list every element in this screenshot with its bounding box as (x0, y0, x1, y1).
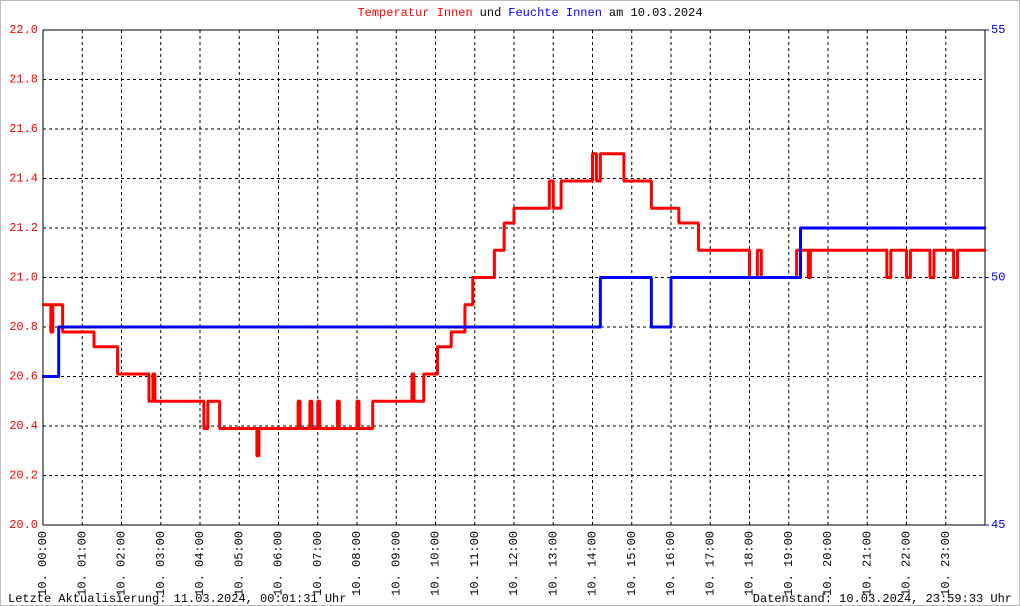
y-tick-label: 20.4 (9, 419, 38, 433)
x-tick-label: 10. 23:00 (939, 531, 953, 596)
y-tick-label: 21.6 (9, 122, 38, 136)
x-tick-label: 10. 13:00 (546, 531, 560, 596)
x-tick-label: 10. 16:00 (664, 531, 678, 596)
x-tick-label: 10. 07:00 (311, 531, 325, 596)
footer-left: Letzte Aktualisierung: 11.03.2024, 00:01… (8, 592, 346, 606)
x-tick-label: 10. 01:00 (75, 531, 89, 596)
y-tick-label: 20.2 (9, 469, 38, 483)
x-tick-label: 10. 04:00 (193, 531, 207, 596)
title-part: und (480, 6, 502, 20)
footer-right: Datenstand: 10.03.2024, 23:59:33 Uhr (753, 592, 1012, 606)
chart-title: Temperatur Innen und Feuchte Innen am 10.03… (357, 6, 702, 20)
x-tick-label: 10. 09:00 (389, 531, 403, 596)
x-tick-label: 10. 11:00 (468, 531, 482, 596)
title-part: Temperatur Innen (357, 6, 472, 20)
x-tick-label: 10. 08:00 (350, 531, 364, 596)
x-tick-label: 10. 00:00 (36, 531, 50, 596)
y-tick-label: 21.4 (9, 172, 38, 186)
title-part: Feuchte Innen (508, 6, 602, 20)
y-tick-label: 20.0 (9, 518, 38, 532)
y2-tick-label: 50 (991, 271, 1005, 285)
y-tick-label: 21.2 (9, 221, 38, 235)
y2-tick-label: 55 (991, 23, 1005, 37)
x-tick-label: 10. 14:00 (586, 531, 600, 596)
y-tick-label: 20.6 (9, 370, 38, 384)
x-tick-label: 10. 10:00 (429, 531, 443, 596)
title-part: am 10.03.2024 (609, 6, 703, 20)
y2-tick-label: 45 (991, 518, 1005, 532)
x-tick-label: 10. 12:00 (507, 531, 521, 596)
x-tick-label: 10. 20:00 (821, 531, 835, 596)
y-tick-label: 21.0 (9, 271, 38, 285)
x-tick-label: 10. 03:00 (154, 531, 168, 596)
x-tick-label: 10. 22:00 (900, 531, 914, 596)
y-tick-label: 20.8 (9, 320, 38, 334)
x-tick-label: 10. 05:00 (232, 531, 246, 596)
x-tick-label: 10. 18:00 (743, 531, 757, 596)
x-tick-label: 10. 06:00 (272, 531, 286, 596)
x-tick-label: 10. 21:00 (860, 531, 874, 596)
x-tick-label: 10. 02:00 (115, 531, 129, 596)
x-tick-label: 10. 15:00 (625, 531, 639, 596)
x-tick-label: 10. 19:00 (782, 531, 796, 596)
plot-border (42, 29, 986, 526)
series (42, 152, 986, 458)
y-tick-label: 21.8 (9, 73, 38, 87)
x-tick-label: 10. 17:00 (703, 531, 717, 596)
series (42, 226, 986, 378)
y-tick-label: 22.0 (9, 23, 38, 37)
